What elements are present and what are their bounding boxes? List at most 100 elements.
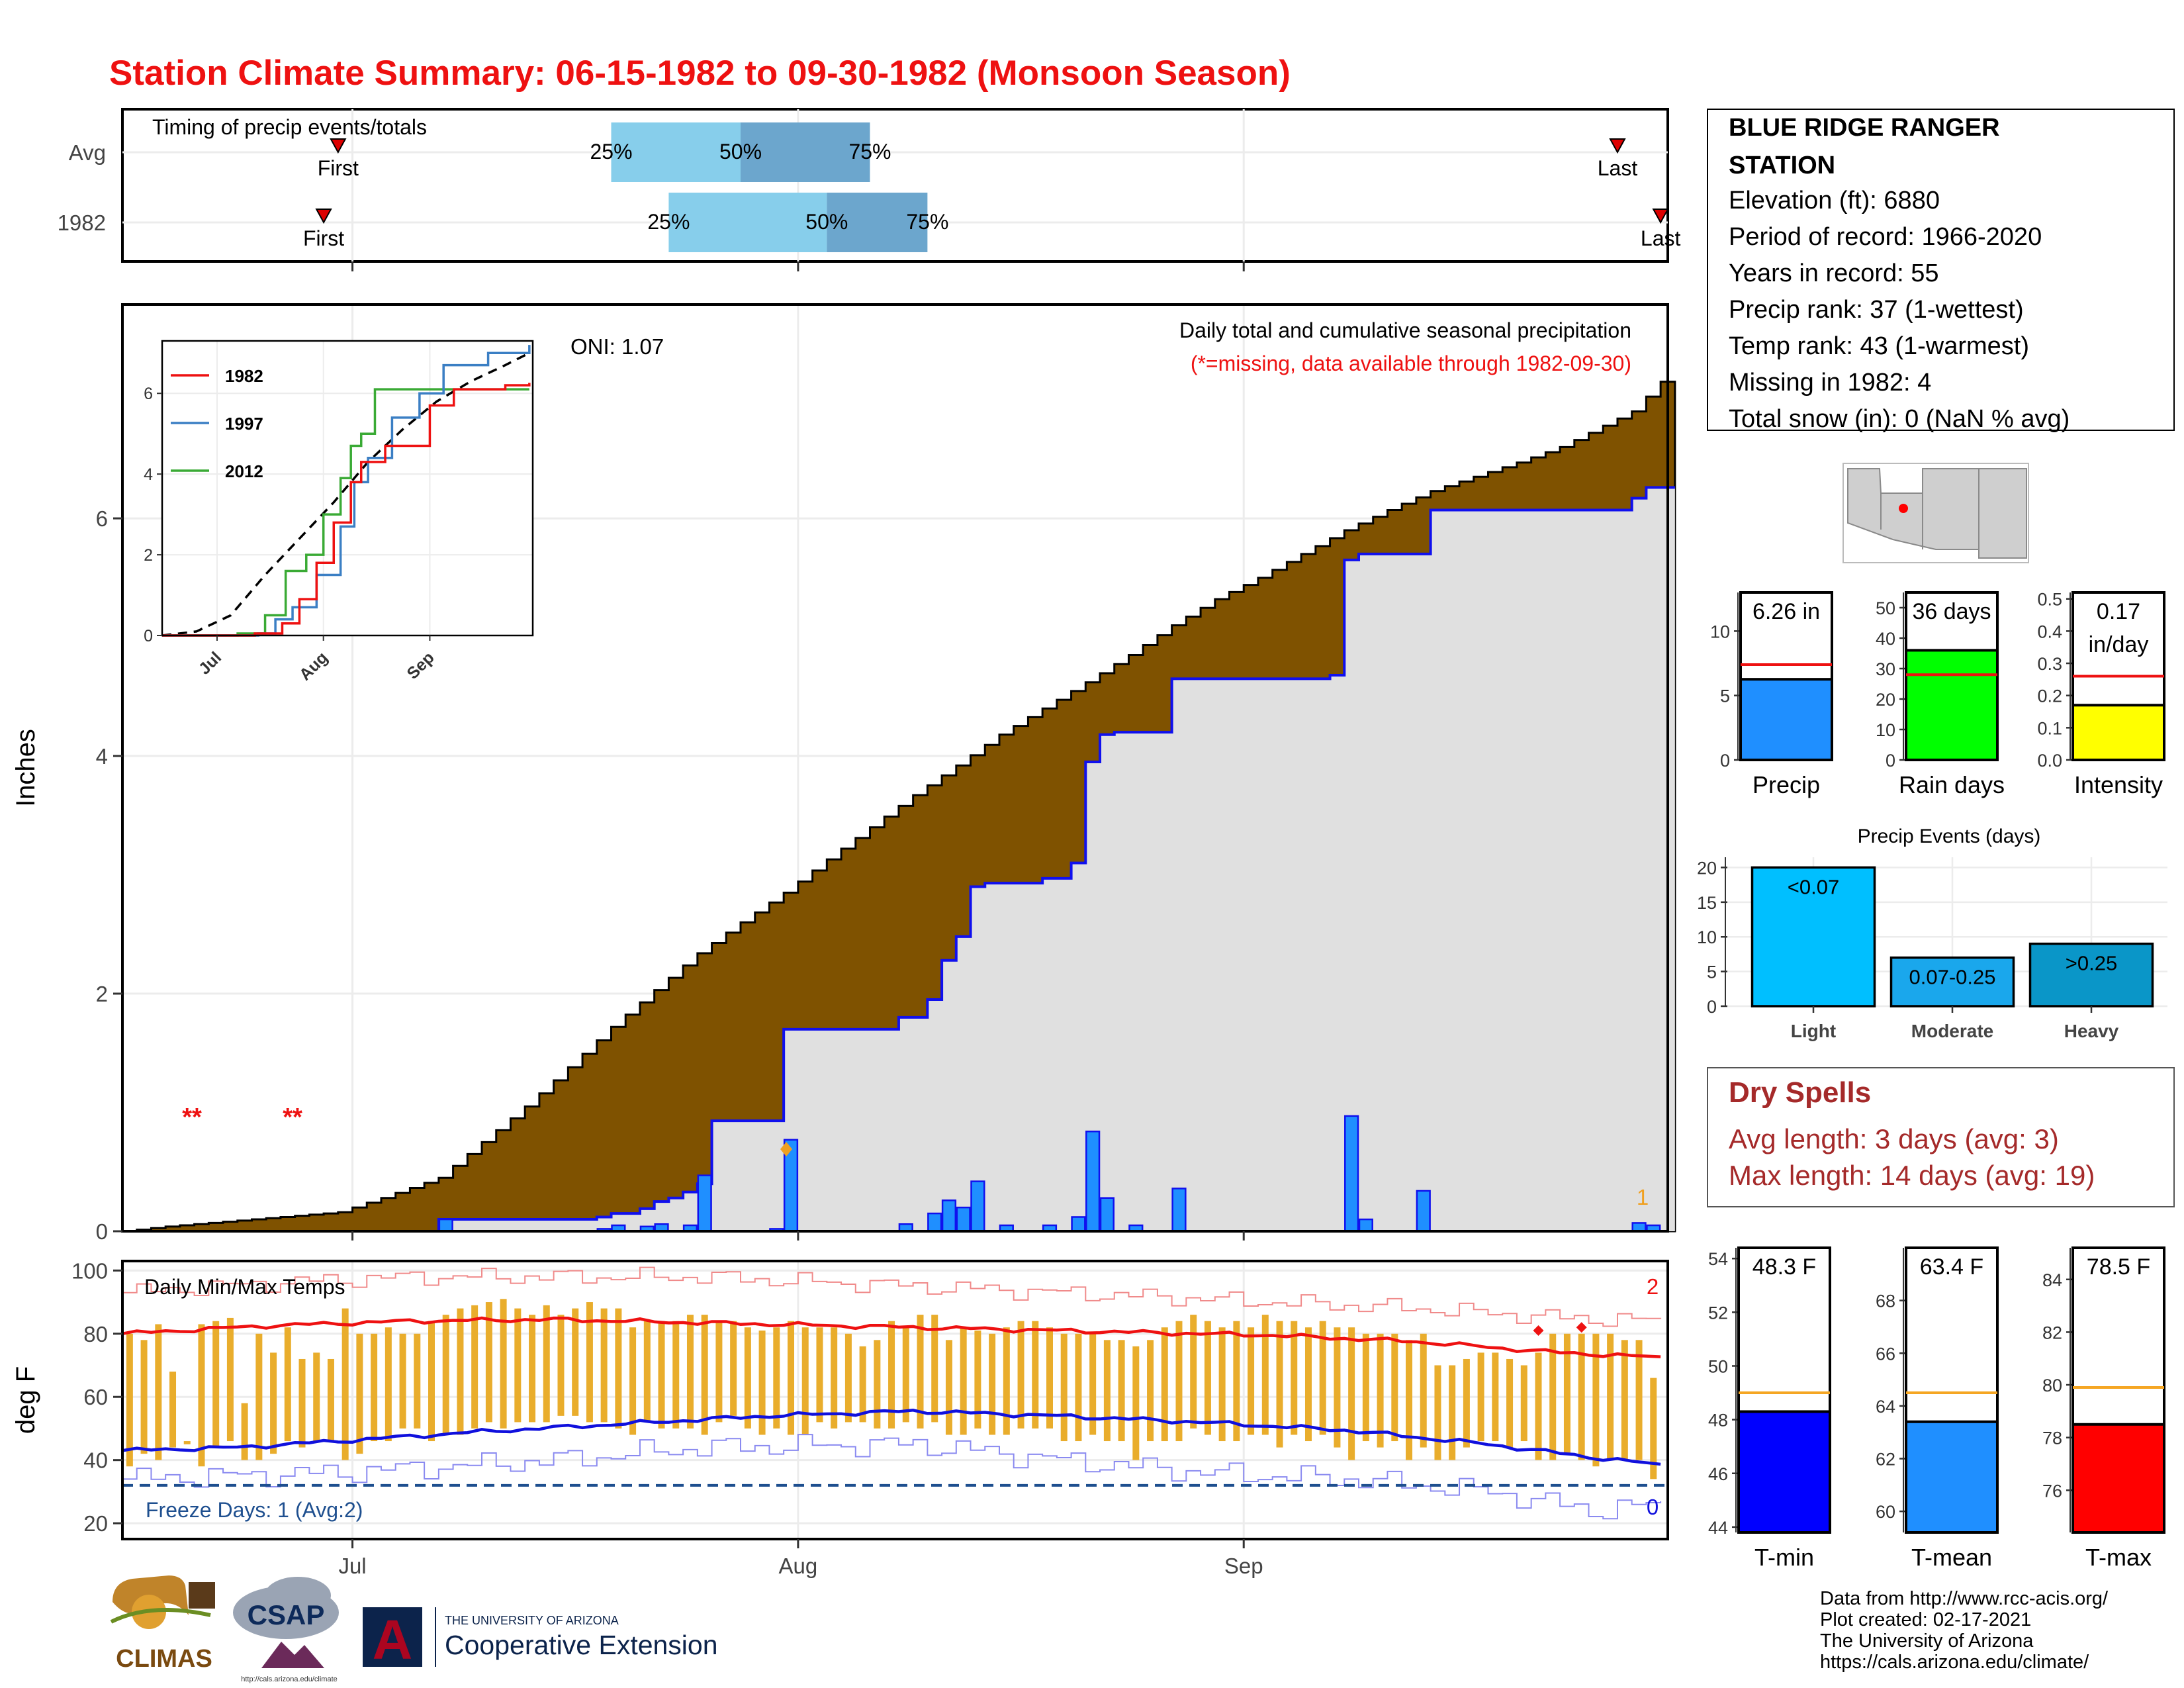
daily-temp-range-bar <box>989 1333 996 1435</box>
gauge-tick-label-intensity: 0.4 <box>2037 622 2062 641</box>
missing-marker-2: ** <box>283 1103 302 1131</box>
events-ytick-label-15: 15 <box>1697 893 1717 913</box>
station-elevation: Elevation (ft): 6880 <box>1729 187 1940 214</box>
temperature-gauges: 44 46 48 50 52 54 48.3 F T-min 60 62 64 66 68 63.4 F T… <box>1708 1246 2165 1571</box>
station-temp-rank: Temp rank: 43 (1-warmest) <box>1729 332 2029 360</box>
daily-temp-range-bar <box>831 1327 838 1429</box>
daily-temp-range-bar <box>586 1302 593 1423</box>
daily-temp-range-bar <box>1147 1340 1154 1442</box>
temp-gauge-t-mean: 60 62 64 66 68 63.4 F T-mean <box>1876 1246 1999 1571</box>
gauge-tick-label-precip: 0 <box>1720 751 1730 771</box>
daily-temp-range-bar <box>615 1308 622 1429</box>
precip-panel-frame <box>121 303 1669 1233</box>
station-years: Years in record: 55 <box>1729 259 1939 287</box>
temp-gauge-value-text: 78.5 F <box>2087 1254 2150 1280</box>
temp-gauge-tick-label: 50 <box>1708 1356 1728 1376</box>
daily-temp-range-bar <box>298 1358 306 1448</box>
daily-precip-bar <box>1085 1130 1101 1233</box>
precip-events-chart: Precip Events (days) 05101520<0.07Light0… <box>1697 825 2167 1041</box>
daily-temp-range-bar <box>140 1340 148 1454</box>
temp-gauge-t-max: 76 78 80 82 84 78.5 F T-max <box>2042 1246 2165 1571</box>
inset-legend-1982: 1982 <box>225 366 263 386</box>
gauge-tick-label-precip: 10 <box>1710 622 1730 641</box>
temp-gauge-tick-label: 82 <box>2042 1323 2062 1342</box>
daily-temp-range-bar <box>1032 1321 1039 1429</box>
daily-temp-range-bar <box>945 1340 952 1435</box>
station-snow: Total snow (in): 0 (NaN % avg) <box>1729 405 2070 433</box>
precip-ytick-label-4: 4 <box>96 744 108 769</box>
daily-temp-range-bar <box>341 1308 349 1460</box>
precip-y-axis-label: Inches <box>11 729 40 807</box>
daily-temp-range-bar <box>686 1315 694 1429</box>
dry-spells-max: Max length: 14 days (avg: 19) <box>1729 1160 2095 1191</box>
events-category-moderate: Moderate <box>1911 1021 1993 1041</box>
gauge-value-text-precip: 6.26 in <box>1752 599 1820 624</box>
daily-precip-bar <box>970 1180 985 1233</box>
precip-missing-note: (*=missing, data available through 1982-… <box>1191 352 1631 375</box>
temp-ytick-label-80: 80 <box>83 1322 108 1346</box>
daily-temp-range-bar <box>1334 1327 1341 1448</box>
timing-bar-q50-q75-1 <box>827 193 928 252</box>
station-name-line1: BLUE RIDGE RANGER <box>1729 114 2000 142</box>
timing-row-label-avg: Avg <box>69 140 106 165</box>
daily-temp-range-bar <box>744 1327 751 1429</box>
gauge-label-rain_days: Rain days <box>1899 771 2005 798</box>
daily-precip-bar <box>1071 1216 1086 1233</box>
precip-events-title: Precip Events (days) <box>1858 825 2041 847</box>
timing-last-label-0: Last <box>1598 156 1638 180</box>
timing-row-label-1982: 1982 <box>58 211 106 235</box>
temp-gauge-value-text: 63.4 F <box>1920 1254 1983 1280</box>
gauge-value-bar-precip <box>1739 678 1833 762</box>
inset-ytick-label-0: 0 <box>144 627 153 645</box>
temp-gauge-tick-label: 80 <box>2042 1376 2062 1395</box>
gauge-value-text-intensity: 0.17 <box>2097 599 2140 624</box>
daily-precip-bar <box>1344 1115 1359 1233</box>
daily-temp-range-bar <box>183 1441 191 1444</box>
inset-line-1982 <box>162 383 531 637</box>
daily-temp-range-bar <box>658 1321 665 1429</box>
climas-logo-swoosh <box>110 1608 211 1624</box>
daily-temp-range-bar <box>514 1308 522 1423</box>
temp-gauge-tick-label: 52 <box>1708 1303 1728 1323</box>
temp-gauge-tick-label: 68 <box>1876 1291 1895 1311</box>
dry-spells-avg: Avg length: 3 days (avg: 3) <box>1729 1123 2059 1154</box>
credit-plot-created: Plot created: 02-17-2021 <box>1820 1609 2031 1630</box>
station-period: Period of record: 1966-2020 <box>1729 223 2042 251</box>
inset-average-line <box>161 352 530 637</box>
precip-areas <box>122 381 1676 1233</box>
daily-temp-range-bar <box>169 1372 177 1448</box>
daily-temp-range-bar <box>356 1333 363 1454</box>
timing-label-75-0: 75% <box>848 140 891 164</box>
daily-temp-range-bar <box>385 1327 392 1442</box>
daily-temp-range-bar <box>1391 1333 1398 1442</box>
daily-temp-range-bar <box>1319 1321 1326 1435</box>
daily-temp-range-bar <box>241 1403 248 1460</box>
events-ytick-label-10: 10 <box>1697 927 1717 947</box>
daily-temp-range-bar <box>1060 1333 1068 1442</box>
gauge-tick-label-rain_days: 30 <box>1876 659 1895 679</box>
daily-temp-range-bar <box>1348 1327 1355 1460</box>
csap-logo-url: http://cals.arizona.edu/climate <box>241 1675 338 1683</box>
credit-university: The University of Arizona <box>1820 1630 2034 1652</box>
footer-credits: Data from http://www.rcc-acis.org/ Plot … <box>1820 1588 2109 1673</box>
daily-temp-range-bar <box>1406 1340 1413 1460</box>
record-max-marker-0 <box>1533 1325 1544 1336</box>
temp-gauge-value-bar <box>1737 1410 1831 1534</box>
gauge-tick-label-rain_days: 10 <box>1876 720 1895 740</box>
events-bar-light <box>1751 866 1876 1008</box>
daily-temp-range-bar <box>1592 1333 1600 1467</box>
daily-temp-range-bar <box>730 1321 737 1416</box>
daily-temp-range-bar <box>844 1333 852 1423</box>
inset-ytick-label-2: 2 <box>144 546 153 565</box>
station-box-frame <box>1707 109 2175 431</box>
daily-temp-range-bar <box>471 1305 478 1429</box>
inset-legend-2012: 2012 <box>225 461 263 481</box>
daily-precip-bar <box>941 1199 957 1233</box>
station-location-dot <box>1899 504 1908 513</box>
temperature-panel-frame <box>121 1260 1669 1540</box>
daily-temp-range-bar <box>1578 1333 1585 1460</box>
inset-frame <box>161 340 534 637</box>
daily-temp-range-bar <box>557 1315 565 1416</box>
timing-last-marker-0 <box>1609 138 1626 154</box>
